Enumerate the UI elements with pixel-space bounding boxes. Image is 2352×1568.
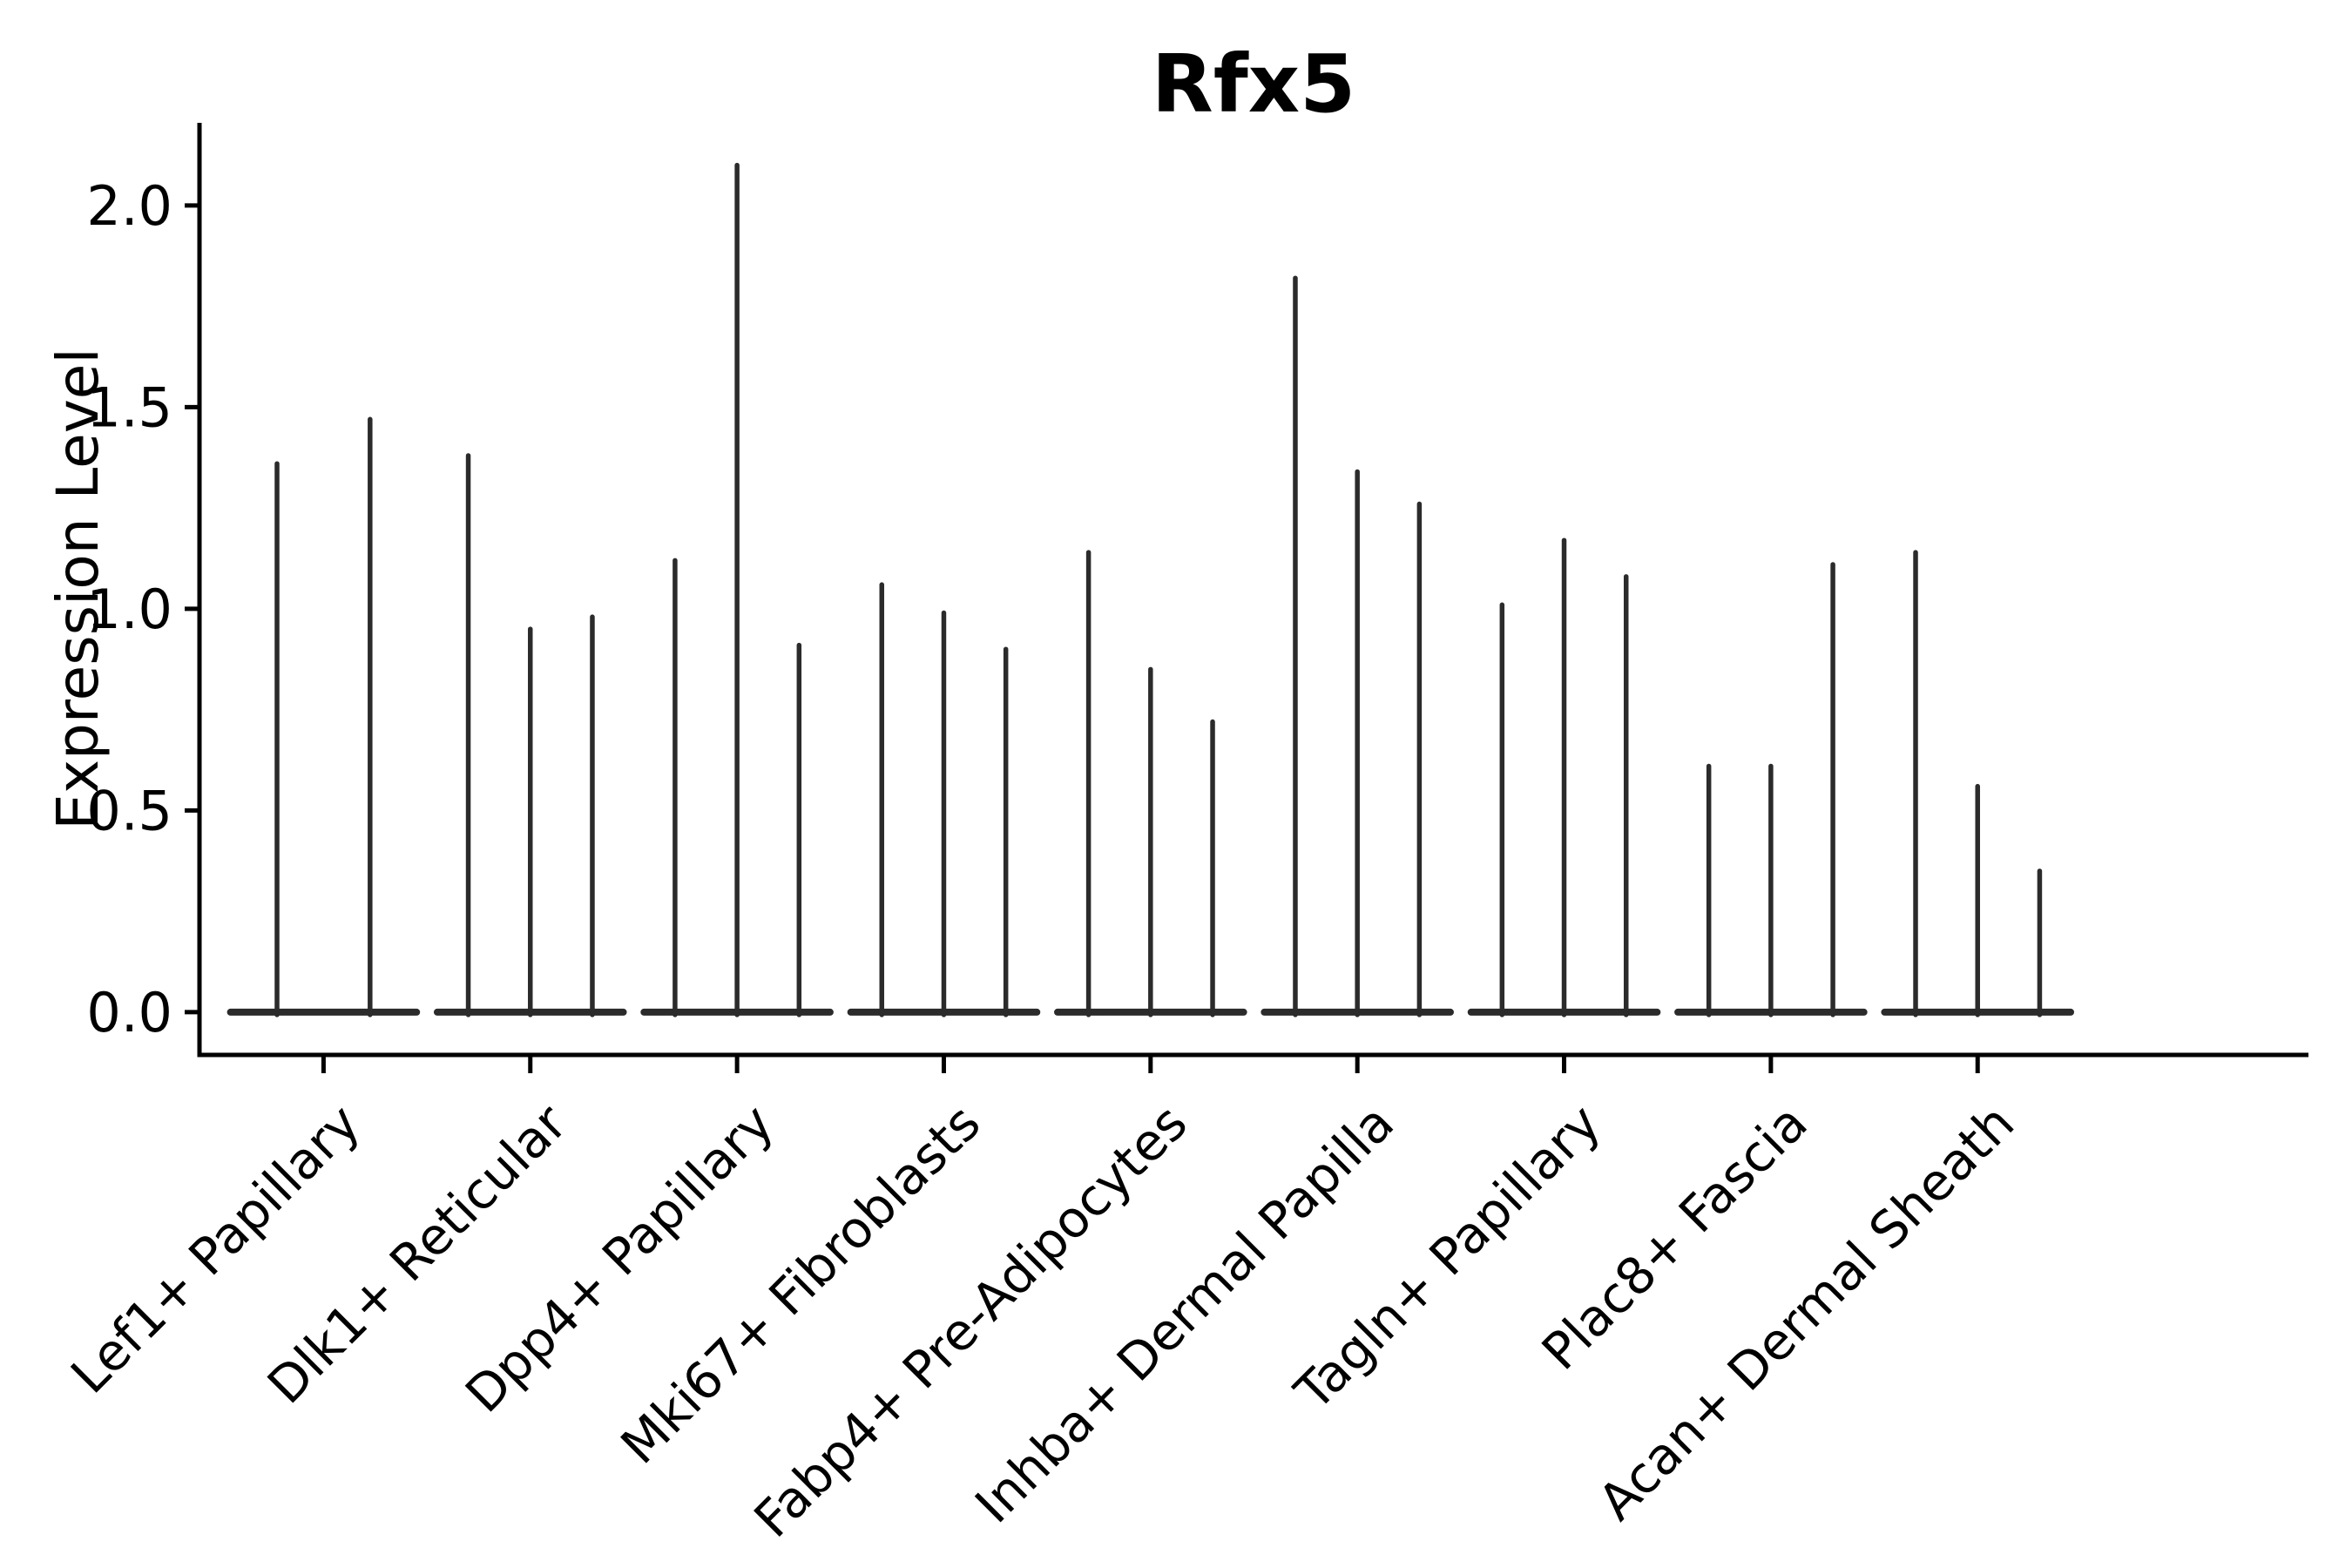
y-tick-label: 0.0 — [86, 981, 172, 1044]
y-axis-label: Expression Level — [44, 348, 112, 829]
chart-title: Rfx5 — [1152, 37, 1355, 131]
violin-group — [1881, 550, 2075, 1017]
x-tick-label: Inhba+ Dermal Papilla — [964, 1093, 1406, 1535]
violin-group — [640, 162, 834, 1017]
violin-group — [433, 453, 627, 1017]
violins — [226, 162, 2075, 1017]
violin-group — [1467, 537, 1661, 1017]
violin-group — [1054, 550, 1247, 1017]
y-axis-ticks: 0.0 0.5 1.0 1.5 2.0 — [86, 174, 199, 1044]
x-tick-label: Fabp4+ Pre-Adipocytes — [743, 1093, 1199, 1549]
y-tick-label: 1.5 — [86, 375, 172, 439]
violin-group — [226, 416, 421, 1017]
violin-group — [1674, 562, 1868, 1017]
y-tick-label: 1.0 — [86, 578, 172, 641]
axes — [197, 123, 2308, 1058]
y-tick-label: 0.5 — [86, 779, 172, 842]
x-tick-label: Acan+ Dermal Sheath — [1587, 1093, 2025, 1531]
violin-group — [847, 582, 1041, 1017]
y-tick-label: 2.0 — [86, 174, 172, 238]
violin-group — [1260, 275, 1454, 1017]
x-tick-label: Mki67+ Fibroblasts — [610, 1093, 992, 1476]
